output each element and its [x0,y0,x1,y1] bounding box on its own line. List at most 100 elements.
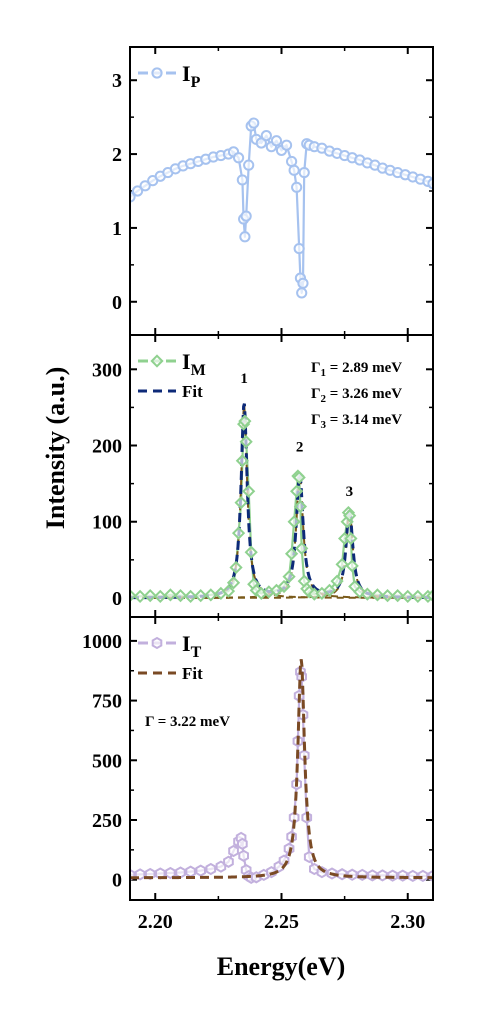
x-tick-label: 2.30 [390,911,425,933]
data-point-marker [236,174,248,186]
data-point-marker [297,277,309,289]
data-point-marker [143,589,157,603]
data-point-marker [370,588,385,602]
peak-fit-line-1 [130,403,433,599]
plot-frame [129,46,434,336]
series-line-M [130,420,433,598]
plot-area [130,403,433,604]
legend-label-fit: Fit [182,664,203,683]
data-point-marker [360,587,374,601]
y-tick-label: 0 [112,870,122,892]
data-point-marker [284,547,299,561]
data-point-marker [243,159,255,171]
data-point-marker [131,185,144,197]
data-point-marker [226,576,241,590]
x-tick-label: 2.20 [138,911,173,933]
data-point-marker [255,137,267,149]
data-point-marker [244,545,258,559]
data-point-marker [293,243,305,255]
data-point-marker [407,869,419,883]
data-point-marker [239,231,251,243]
data-point-marker [345,559,359,573]
y-axis-title: Intensity (a.u.) [41,367,70,530]
gamma-symbol: Γ [311,386,321,402]
data-point-marker [238,414,252,428]
plot-area [130,659,433,884]
gamma-value: = 2.89 meV [326,360,402,376]
data-point-marker [298,166,310,179]
data-point-marker [163,588,178,602]
plot-frame [129,616,434,901]
data-point-marker [223,855,234,868]
data-point-marker [183,589,198,604]
data-point-marker [336,868,348,881]
legend-label-subscript: P [191,74,201,91]
gamma-annotation: Γ = 3.22 meV [145,714,230,730]
data-point-marker [204,588,218,602]
data-point-marker [194,589,208,603]
peak-label-3: 3 [346,484,354,500]
y-tick-label: 300 [92,359,122,381]
data-point-marker [232,152,245,164]
data-point-marker [165,866,176,880]
gamma-value: = 3.22 meV [154,714,230,730]
data-point-marker [322,583,337,597]
data-point-marker [153,589,167,604]
data-point-marker [287,515,301,529]
data-point-marker [417,869,429,883]
fit-line-T [130,659,433,880]
gamma-annotation: Γ2 = 3.26 meV [311,386,402,405]
data-point-marker [290,484,304,498]
gamma-subscript: 3 [321,419,327,431]
legend-label-M: IM [182,349,206,379]
y-tick-label: 1 [112,218,122,240]
y-tick-label: 0 [112,292,122,314]
data-point-marker [228,844,239,858]
panel-P: 0 1 2 3 IP [112,46,434,336]
data-point-marker [397,869,408,882]
legend-label-subscript: T [191,644,202,661]
gamma-subscript: 2 [321,393,327,405]
y-tick-label: 3 [112,70,122,92]
data-point-marker [151,67,163,79]
data-point-marker [235,454,249,468]
data-point-marker [280,139,293,151]
gamma-value: = 3.14 meV [326,412,402,428]
x-tick-label: 2.25 [264,911,299,933]
peak-fit-line-2 [130,474,433,599]
data-point-marker [221,584,236,598]
y-tick-label: 250 [92,810,122,832]
data-point-marker [130,589,137,603]
data-point-marker [237,837,248,851]
data-point-marker [173,589,188,603]
y-tick-label: 0 [112,588,122,610]
y-tick-label: 2 [112,144,122,166]
data-point-marker [239,435,253,449]
gamma-value: = 3.26 meV [326,386,402,402]
data-point-marker [377,869,388,882]
legend-label-fit: Fit [182,382,203,401]
data-point-marker [270,135,283,147]
data-point-marker [293,499,308,514]
data-point-marker [330,574,344,588]
data-point-marker [387,869,398,882]
y-tick-label: 500 [92,750,122,772]
y-tick-label: 750 [92,691,122,713]
data-point-marker [344,531,358,546]
peak-label-1: 1 [240,371,248,387]
data-point-marker [282,569,296,584]
plot-area [130,117,433,299]
data-point-marker [335,557,349,572]
x-axis-title: Energy(eV) [217,952,346,981]
data-point-marker [426,589,433,603]
data-point-marker [346,868,358,881]
data-point-marker [286,155,298,168]
data-point-marker [234,496,248,510]
data-point-marker [231,526,246,540]
fit-line-M [130,403,433,600]
panel-T: 0 250 500 750 1000 IT Fit Γ = 3.22 meV 2.20 2.25 2… [82,616,434,933]
data-point-marker [248,117,260,129]
